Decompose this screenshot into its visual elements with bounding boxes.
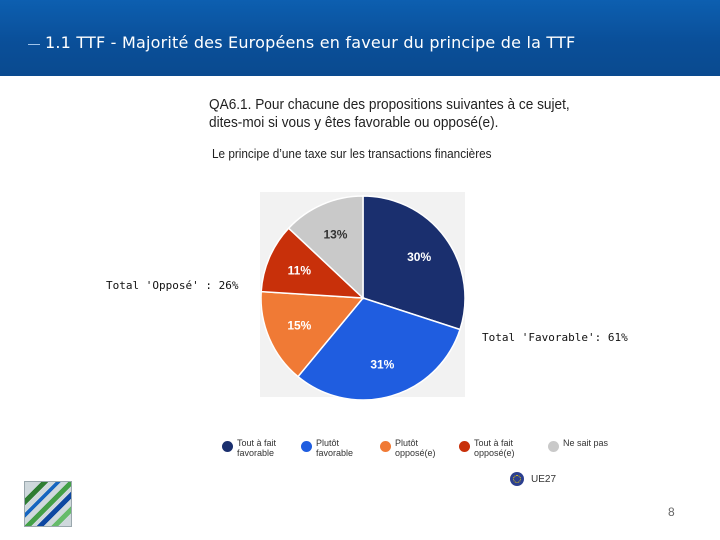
legend-label: Plutôt favorable	[316, 438, 354, 458]
pie-chart: 30% 31% 15% 11% 13%	[260, 195, 466, 401]
region-label: UE27	[531, 473, 557, 485]
pie-slice-label: 13%	[323, 227, 347, 241]
legend-item: Ne sait pas	[548, 438, 625, 468]
legend-swatch	[222, 441, 233, 452]
eu-flag-icon	[510, 472, 524, 486]
pie-slice	[362, 195, 466, 331]
chart-legend: Tout à fait favorable Plutôt favorable P…	[222, 438, 637, 468]
page-number: 8	[668, 505, 675, 519]
pie-slice-label: 11%	[288, 263, 312, 277]
question-line-2: dites-moi si vous y êtes favorable ou op…	[209, 115, 499, 131]
slide-title: 1.1 TTF - Majorité des Européens en fave…	[45, 33, 576, 52]
pie-slice	[260, 227, 366, 299]
pie-slice	[260, 290, 365, 378]
total-oppose-annotation: Total 'Opposé' : 26%	[104, 279, 241, 292]
legend-swatch	[301, 441, 312, 452]
region-indicator: UE27	[510, 472, 556, 486]
legend-swatch	[380, 441, 391, 452]
title-bar: 1.1 TTF - Majorité des Européens en fave…	[0, 0, 720, 76]
legend-swatch	[459, 441, 470, 452]
legend-label: Tout à fait favorable	[237, 438, 277, 458]
question-text: QA6.1. Pour chacune des propositions sui…	[209, 96, 570, 132]
legend-label: Plutôt opposé(e)	[395, 438, 436, 458]
pie-slice-label: 31%	[370, 358, 394, 372]
legend-item: Tout à fait favorable	[222, 438, 289, 468]
pie-slice	[287, 195, 364, 300]
legend-item: Tout à fait opposé(e)	[459, 438, 536, 468]
legend-item: Plutôt favorable	[301, 438, 368, 468]
logo-icon	[24, 481, 72, 527]
pie-slice-label: 30%	[407, 250, 431, 264]
pie-slice	[296, 297, 461, 401]
legend-swatch	[548, 441, 559, 452]
legend-label: Ne sait pas	[563, 438, 609, 448]
pie-slice-label: 15%	[287, 319, 311, 333]
total-favorable-annotation: Total 'Favorable': 61%	[480, 331, 630, 344]
question-line-1: QA6.1. Pour chacune des propositions sui…	[209, 97, 570, 113]
legend-label: Tout à fait opposé(e)	[474, 438, 515, 458]
title-dash	[28, 44, 40, 45]
legend-item: Plutôt opposé(e)	[380, 438, 447, 468]
chart-subtitle: Le principe d’une taxe sur les transacti…	[212, 147, 492, 161]
